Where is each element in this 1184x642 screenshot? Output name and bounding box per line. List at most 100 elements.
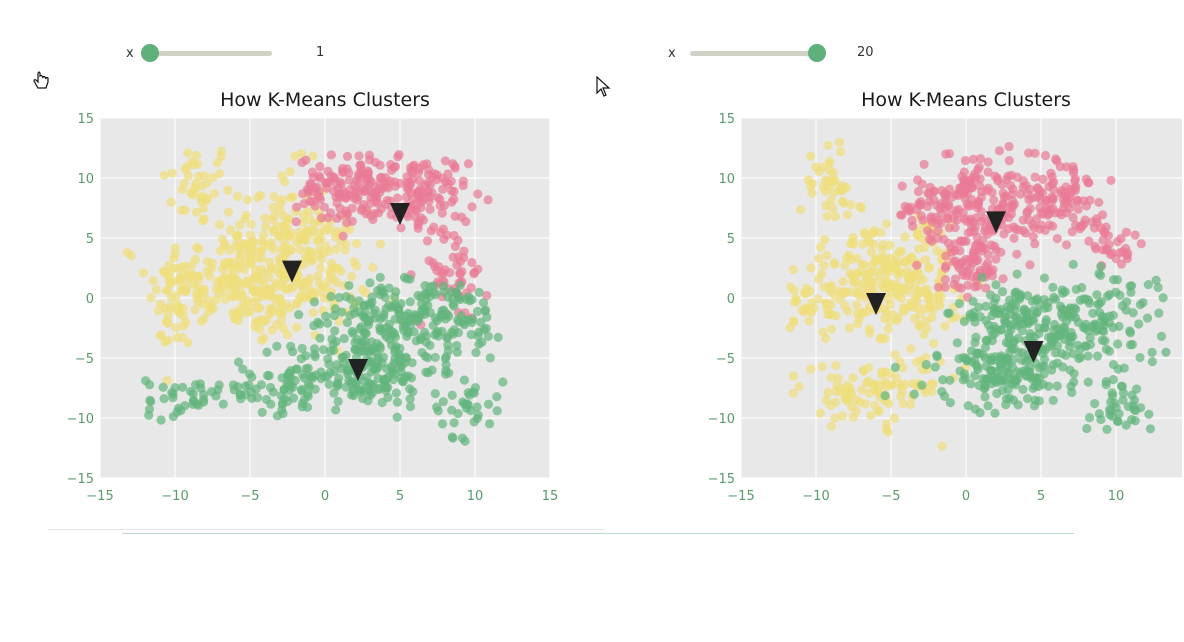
data-point <box>443 345 454 356</box>
data-point <box>989 195 999 205</box>
data-point <box>272 341 282 351</box>
data-point <box>177 382 188 392</box>
data-point <box>330 304 340 314</box>
data-point <box>912 175 923 185</box>
data-point <box>327 334 337 344</box>
slider-track[interactable] <box>148 51 272 56</box>
centroid-marker <box>866 293 886 315</box>
data-point <box>424 256 434 266</box>
data-point <box>1040 303 1050 313</box>
x-tick-label: −10 <box>161 489 188 504</box>
data-point <box>951 205 961 216</box>
data-point <box>242 295 253 306</box>
data-point <box>190 254 200 264</box>
data-point <box>1052 234 1062 244</box>
data-point <box>1084 178 1094 188</box>
data-point <box>219 286 229 296</box>
data-point <box>266 307 277 317</box>
data-point <box>953 260 963 271</box>
data-point <box>308 226 319 236</box>
data-point <box>437 419 448 429</box>
data-point <box>926 229 936 239</box>
data-point <box>375 289 385 300</box>
data-point <box>921 353 931 363</box>
data-point <box>440 156 450 166</box>
data-point <box>829 258 839 268</box>
data-point <box>945 398 955 408</box>
data-point <box>158 382 168 392</box>
data-point <box>968 296 978 307</box>
data-point <box>862 275 872 285</box>
data-point <box>846 200 856 210</box>
data-point <box>1048 282 1058 292</box>
data-point <box>476 317 486 327</box>
data-point <box>880 367 890 377</box>
data-point <box>960 373 971 383</box>
data-point <box>837 411 848 421</box>
data-point <box>367 292 377 302</box>
data-point <box>356 387 366 397</box>
data-point <box>807 188 817 198</box>
x-tick-label: −5 <box>881 489 900 504</box>
data-point <box>965 312 975 322</box>
data-point <box>461 216 471 227</box>
data-point <box>332 198 342 208</box>
data-point <box>1123 248 1133 258</box>
slider-thumb[interactable] <box>808 44 826 62</box>
data-point <box>368 189 378 199</box>
data-point <box>297 157 307 168</box>
data-point <box>1008 375 1018 385</box>
data-point <box>930 212 941 223</box>
data-point <box>351 344 361 355</box>
centroid-marker <box>390 203 410 225</box>
data-point <box>889 413 900 423</box>
data-point <box>430 389 440 399</box>
data-point <box>1064 332 1075 342</box>
data-point <box>299 231 309 242</box>
data-point <box>809 303 819 313</box>
data-point <box>864 388 874 398</box>
data-point <box>865 268 876 278</box>
data-point <box>280 283 290 293</box>
data-point <box>1015 189 1026 199</box>
data-point <box>1094 268 1104 279</box>
data-point <box>241 210 251 221</box>
data-point <box>194 244 204 254</box>
data-point <box>339 333 349 344</box>
data-point <box>478 298 489 308</box>
data-point <box>958 182 968 192</box>
data-point <box>285 166 295 177</box>
data-point <box>897 181 907 191</box>
data-point <box>425 204 435 214</box>
data-point <box>148 275 158 286</box>
data-point <box>344 280 354 291</box>
data-point <box>898 285 908 295</box>
data-point <box>309 297 319 307</box>
data-point <box>493 332 503 342</box>
data-point <box>973 165 983 175</box>
x-slider[interactable]: x 20 <box>662 40 892 66</box>
data-point <box>171 323 181 333</box>
data-point <box>1097 210 1108 220</box>
data-point <box>257 253 267 263</box>
data-point <box>807 179 817 189</box>
data-point <box>141 376 151 386</box>
data-point <box>408 161 418 171</box>
x-slider[interactable]: x 1 <box>120 40 340 66</box>
data-point <box>1085 333 1095 343</box>
data-point <box>1025 260 1035 270</box>
data-point <box>826 373 837 383</box>
y-tick-label: 5 <box>86 232 94 247</box>
slider-track[interactable] <box>690 51 820 56</box>
data-point <box>1001 394 1012 404</box>
slider-thumb[interactable] <box>141 44 159 62</box>
data-point <box>1030 381 1040 391</box>
data-point <box>271 278 281 288</box>
data-point <box>930 362 940 372</box>
data-point <box>472 413 482 424</box>
data-point <box>319 202 329 212</box>
data-point <box>1051 348 1061 358</box>
data-point <box>362 176 372 187</box>
data-point <box>485 353 495 363</box>
data-point <box>866 247 877 257</box>
